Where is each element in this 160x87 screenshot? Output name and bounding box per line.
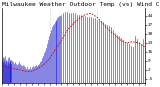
Text: Milwaukee Weather Outdoor Temp (vs) Wind Chill per Minute (Last 24 Hours): Milwaukee Weather Outdoor Temp (vs) Wind… (2, 2, 160, 7)
